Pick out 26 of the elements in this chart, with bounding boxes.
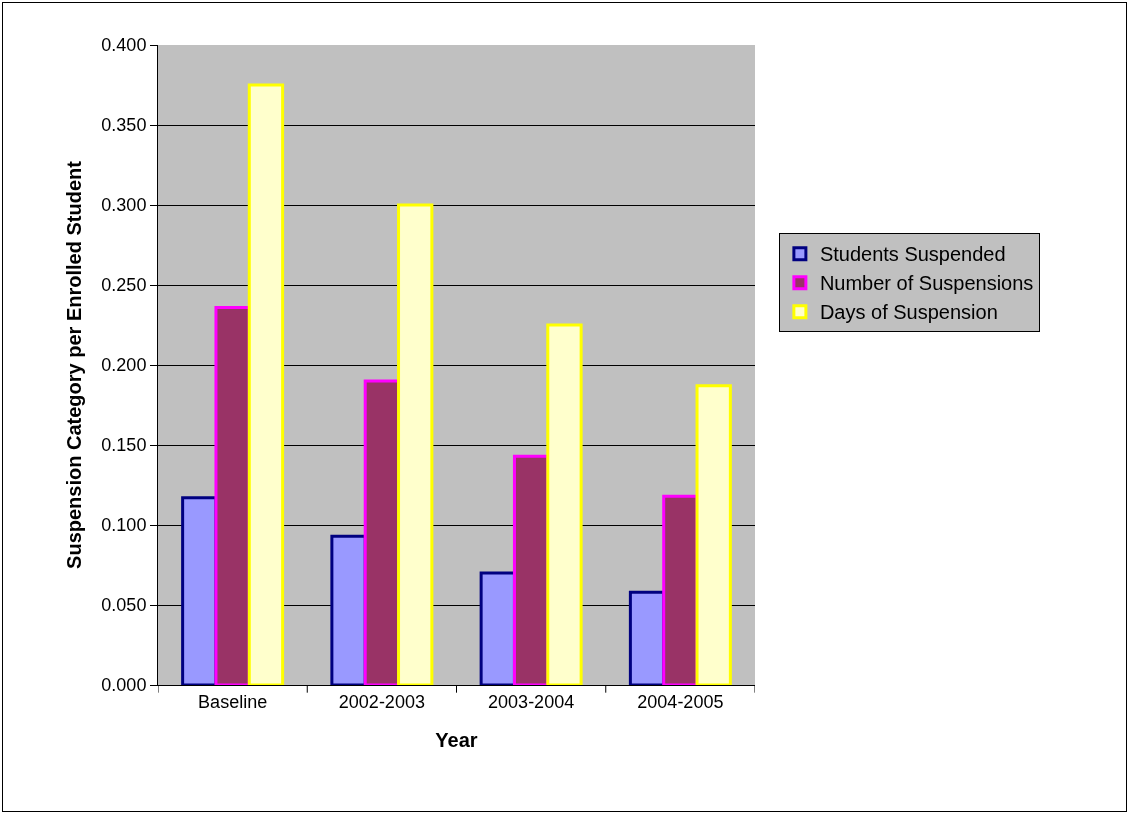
y-tick-label: 0.100 xyxy=(101,515,147,536)
bar xyxy=(247,83,285,685)
bar xyxy=(546,323,583,685)
bar xyxy=(695,384,732,685)
legend-label: Students Suspended xyxy=(819,243,1006,266)
x-tick-label: Baseline xyxy=(198,691,268,712)
bar xyxy=(662,494,699,685)
x-axis-title: Year xyxy=(435,729,478,752)
bar xyxy=(479,571,516,685)
x-tick-label: 2004-2005 xyxy=(637,691,724,712)
legend-label: Days of Suspension xyxy=(819,301,998,324)
legend-label: Number of Suspensions xyxy=(819,272,1034,295)
y-tick-label: 0.400 xyxy=(101,35,147,56)
x-tick-label: 2003-2004 xyxy=(488,691,575,712)
x-tick-label: 2002-2003 xyxy=(338,691,425,712)
bar xyxy=(330,534,367,685)
y-tick-label: 0.000 xyxy=(101,675,147,696)
bar xyxy=(214,305,251,685)
y-tick-label: 0.200 xyxy=(101,355,147,376)
y-tick-label: 0.350 xyxy=(101,115,147,136)
y-tick-label: 0.250 xyxy=(101,275,147,296)
bar xyxy=(397,203,434,685)
y-tick-label: 0.050 xyxy=(101,595,147,616)
y-axis-title: Suspension Category per Enrolled Student xyxy=(62,160,85,569)
y-tick-label: 0.300 xyxy=(101,195,147,216)
y-tick-label: 0.150 xyxy=(101,435,147,456)
